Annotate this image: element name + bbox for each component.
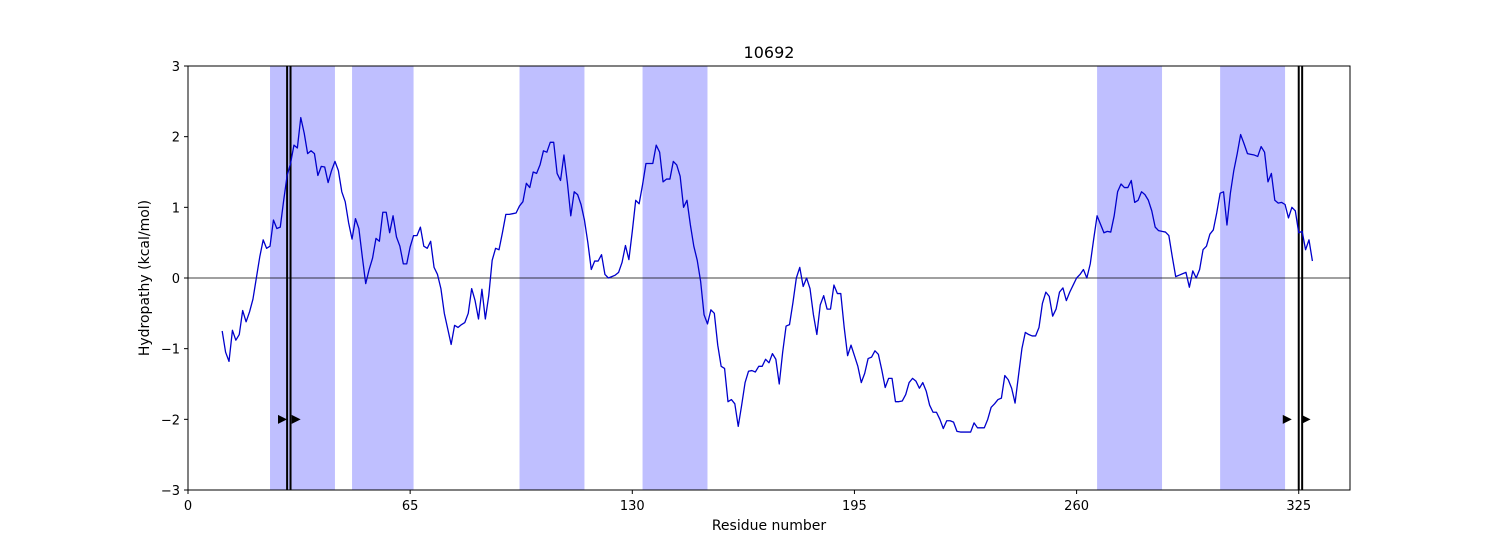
y-tick-label: 3: [172, 60, 180, 75]
x-tick-label: 0: [184, 499, 192, 514]
x-axis-label: Residue number: [712, 518, 827, 534]
x-tick-label: 325: [1286, 499, 1311, 514]
y-tick-label: −1: [161, 343, 180, 358]
series-group: [221, 116, 1314, 433]
y-tick-label: −3: [161, 484, 180, 499]
y-axis-label: Hydropathy (kcal/mol): [137, 200, 153, 356]
y-axis-ticks: −3 −2 −1 0 1 2 3: [161, 60, 188, 499]
marker-triangle: [1282, 414, 1292, 424]
marker-triangle: [291, 414, 301, 424]
x-tick-label: 130: [620, 499, 645, 514]
x-tick-label: 195: [842, 499, 867, 514]
x-axis-ticks: 0 65 130 195 260 325: [184, 490, 1311, 514]
marker-triangle: [1301, 414, 1311, 424]
hydropathy-line: [221, 116, 1314, 433]
y-tick-label: 2: [172, 131, 180, 146]
marker-group: [277, 414, 1311, 424]
chart-title: 10692: [744, 43, 795, 62]
marker-triangle: [277, 414, 287, 424]
vertical-lines: [286, 66, 1304, 490]
y-tick-label: 0: [172, 272, 180, 287]
x-tick-label: 260: [1064, 499, 1089, 514]
x-tick-label: 65: [402, 499, 419, 514]
y-tick-label: −2: [161, 413, 180, 428]
y-tick-label: 1: [172, 201, 180, 216]
